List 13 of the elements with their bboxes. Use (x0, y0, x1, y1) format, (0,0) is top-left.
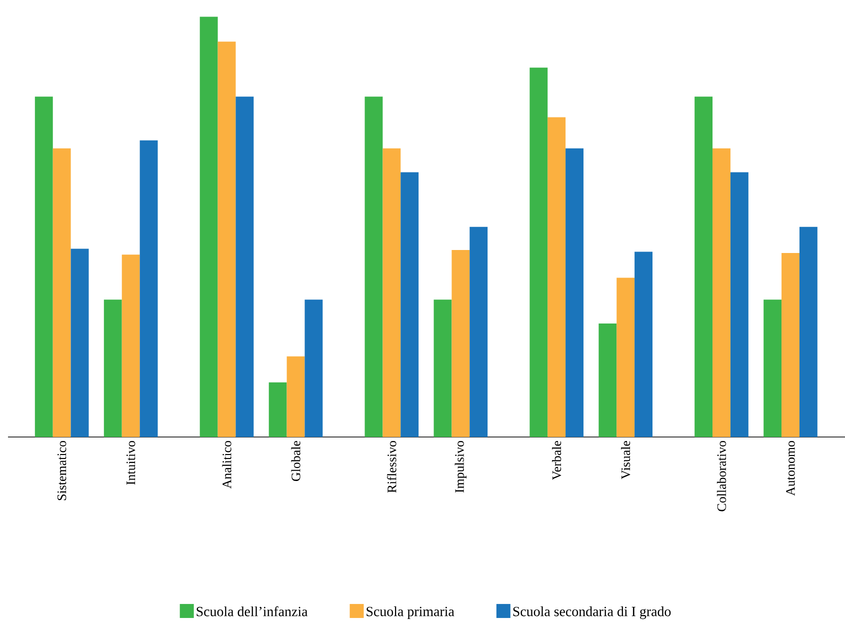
x-tick-label: Analitico (222, 441, 232, 489)
x-tick-label: Verbale (552, 440, 562, 480)
x-tick-label: Impulsivo (454, 441, 467, 493)
x-tick-label: Collaborativo (716, 441, 726, 512)
legend-label: Scuola primaria (366, 606, 454, 620)
x-tick-label: Riflessivo (387, 441, 396, 493)
x-tick-label: Sistematico (57, 441, 66, 500)
x-tick-label: Visuale (620, 440, 630, 480)
x-tick-label: Globale (291, 440, 300, 481)
x-tick-label: Autonomo (786, 441, 795, 496)
legend-label: Scuola secondaria di I grado (513, 606, 671, 620)
legend-label: Scuola dell’infanzia (196, 606, 308, 616)
x-tick-label: Intuitivo (126, 441, 136, 485)
